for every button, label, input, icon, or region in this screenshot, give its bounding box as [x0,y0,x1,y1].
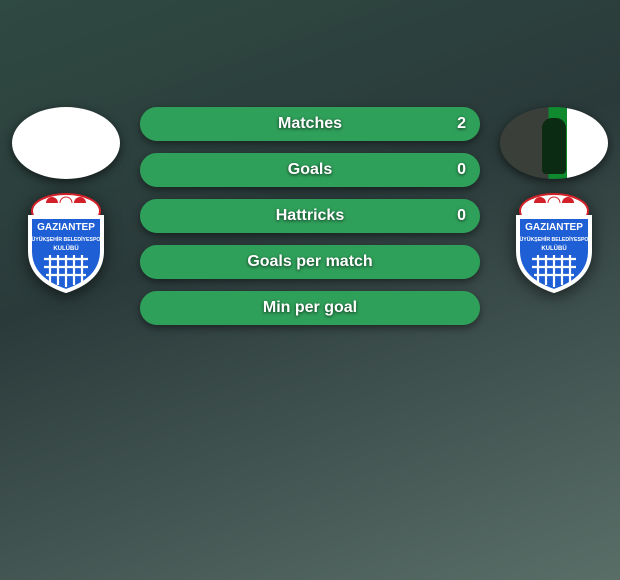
stat-label: Min per goal [263,299,357,317]
stat-bar: Matches 2 [140,107,480,141]
svg-text:BÜYÜKŞEHİR BELEDİYESPOR: BÜYÜKŞEHİR BELEDİYESPOR [516,236,593,243]
stat-value-right: 2 [457,115,466,133]
player-right-avatar [500,107,608,179]
player-left-crest: GAZIANTEP BÜYÜKŞEHİR BELEDİYESPOR KULÜBÜ [16,193,116,293]
player-left-column: GAZIANTEP BÜYÜKŞEHİR BELEDİYESPOR KULÜBÜ [6,107,126,293]
svg-text:KULÜBÜ: KULÜBÜ [541,245,566,252]
svg-text:GAZIANTEP: GAZIANTEP [37,222,95,233]
player-left-avatar [12,107,120,179]
svg-text:KULÜBÜ: KULÜBÜ [53,245,78,252]
stat-label: Goals [288,161,332,179]
stat-bar: Hattricks 0 [140,199,480,233]
stats-area: GAZIANTEP BÜYÜKŞEHİR BELEDİYESPOR KULÜBÜ… [0,107,620,347]
stat-value-right: 0 [457,207,466,225]
stat-value-right: 0 [457,161,466,179]
svg-text:BÜYÜKŞEHİR BELEDİYESPOR: BÜYÜKŞEHİR BELEDİYESPOR [28,236,105,243]
stat-bars: Matches 2 Goals 0 Hattricks 0 Goals per match M… [140,107,480,325]
svg-text:GAZIANTEP: GAZIANTEP [525,222,583,233]
stat-label: Matches [278,115,342,133]
player-right-column: GAZIANTEP BÜYÜKŞEHİR BELEDİYESPOR KULÜBÜ [494,107,614,293]
player-silhouette-icon [542,118,566,174]
stat-bar: Goals 0 [140,153,480,187]
stat-bar: Min per goal [140,291,480,325]
stat-bar: Goals per match [140,245,480,279]
player-right-crest: GAZIANTEP BÜYÜKŞEHİR BELEDİYESPOR KULÜBÜ [504,193,604,293]
stat-label: Goals per match [247,253,372,271]
stat-label: Hattricks [276,207,344,225]
